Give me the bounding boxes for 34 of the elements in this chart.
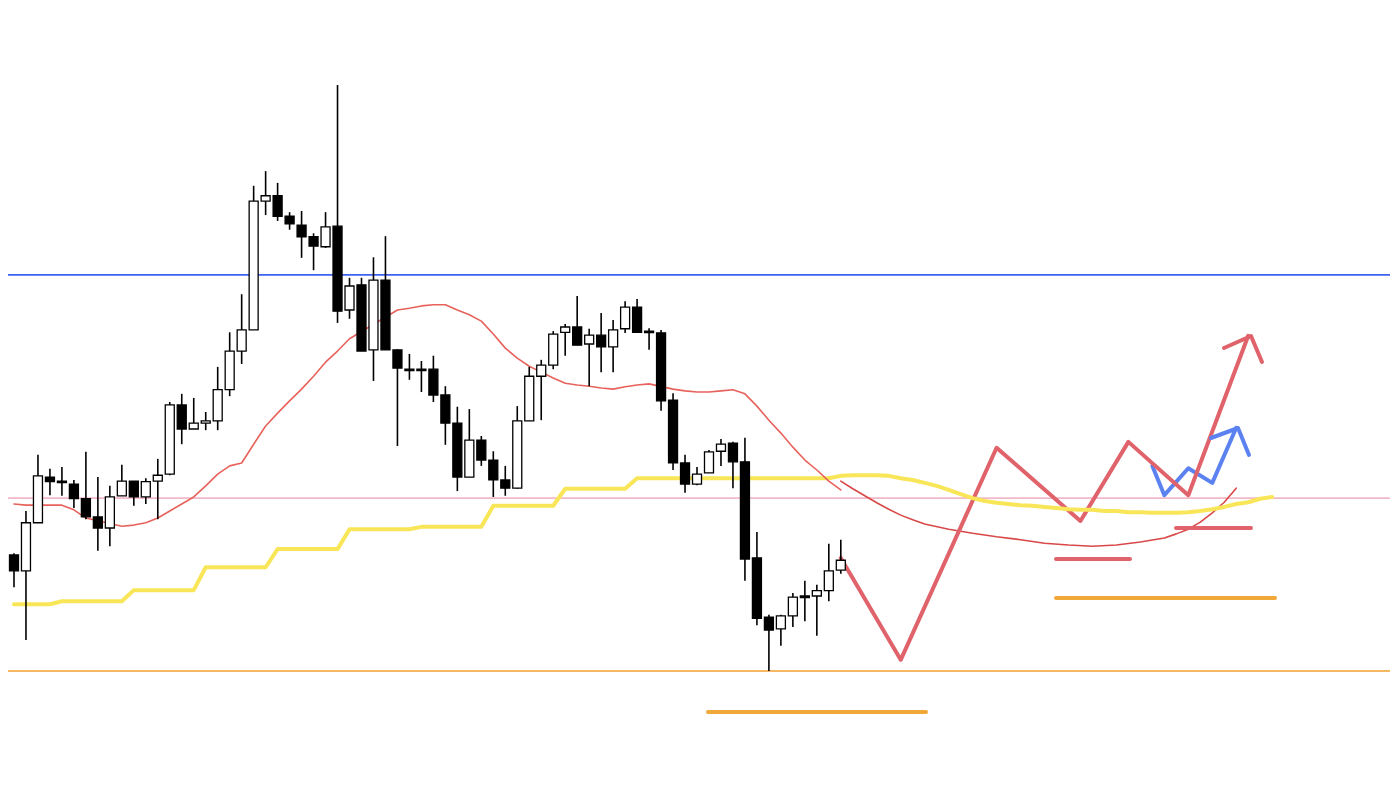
candlestick	[152, 458, 163, 521]
candlestick	[775, 613, 787, 647]
candlestick	[128, 480, 139, 507]
candlestick	[787, 592, 799, 628]
candlestick	[560, 323, 571, 357]
candlestick	[68, 479, 80, 509]
candlestick	[488, 450, 499, 498]
candlestick	[835, 538, 846, 575]
candlestick	[619, 300, 631, 334]
candlestick	[799, 579, 810, 622]
candlestick	[715, 438, 727, 467]
candlestick	[703, 449, 715, 474]
candlestick	[188, 397, 199, 430]
candlestick	[140, 477, 151, 505]
candlestick	[44, 468, 56, 496]
candlestick	[727, 441, 739, 489]
candlestick	[584, 327, 595, 387]
candlestick	[763, 613, 775, 672]
candlestick	[572, 295, 583, 346]
candlestick	[8, 552, 20, 588]
candlestick	[200, 411, 211, 431]
candlestick	[56, 466, 68, 497]
candlestick	[596, 312, 607, 373]
candlestick	[80, 451, 92, 521]
candlestick	[823, 543, 834, 603]
candlestick	[116, 463, 127, 497]
candlestick	[500, 465, 511, 497]
candlestick	[811, 584, 822, 637]
candlestick	[607, 319, 619, 373]
candlestick	[643, 327, 655, 351]
candlestick	[536, 359, 547, 421]
candlestick	[679, 453, 691, 494]
candlestick	[476, 435, 487, 467]
candlestick	[92, 476, 104, 552]
